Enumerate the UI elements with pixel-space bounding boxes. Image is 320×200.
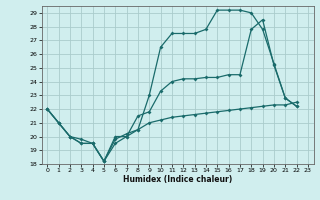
X-axis label: Humidex (Indice chaleur): Humidex (Indice chaleur) xyxy=(123,175,232,184)
